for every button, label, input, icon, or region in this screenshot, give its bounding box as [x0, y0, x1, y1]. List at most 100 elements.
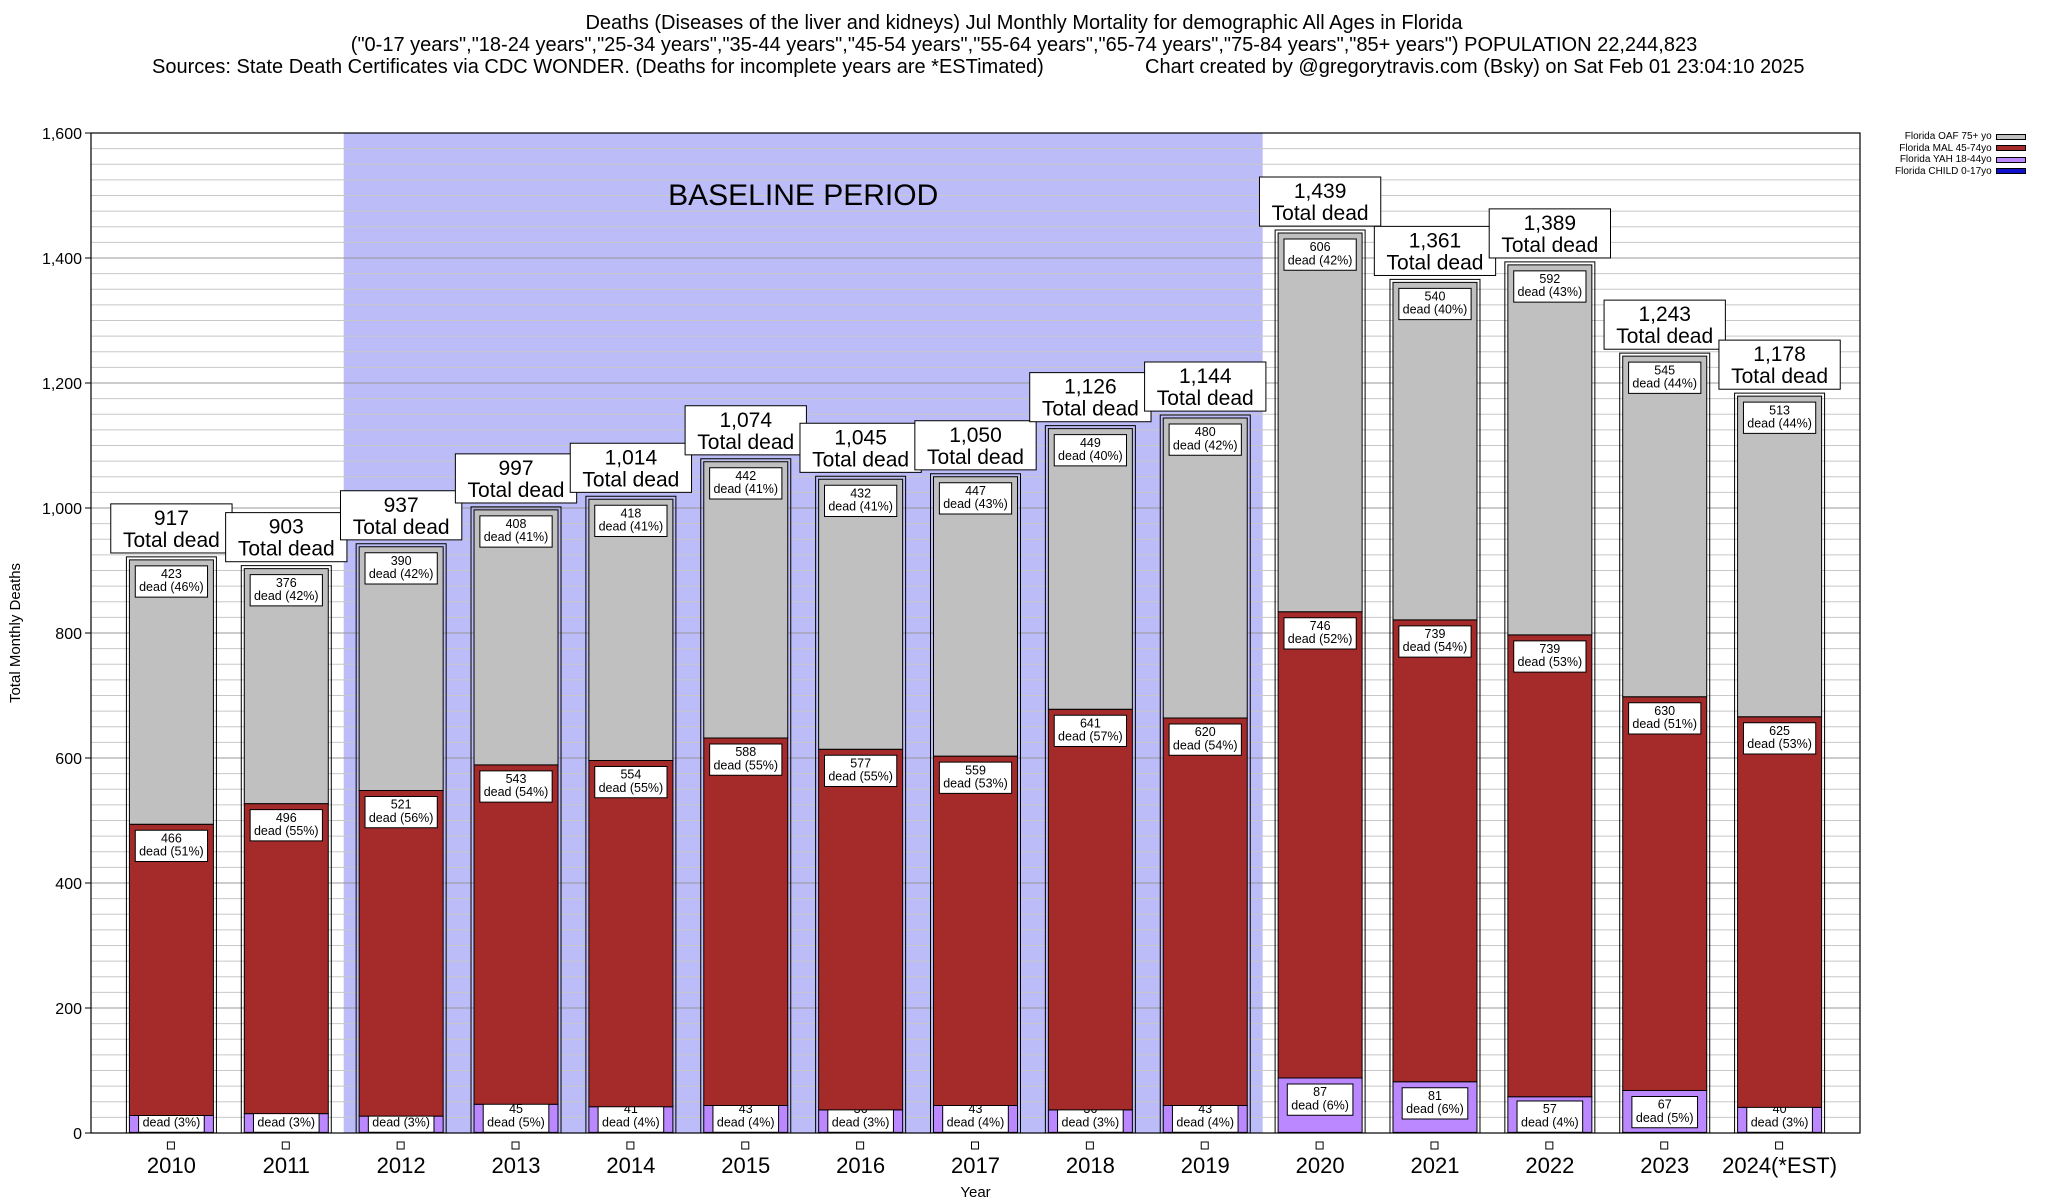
total-data-label-box: [1718, 339, 1841, 390]
segment-data-label-box: [938, 761, 1013, 794]
legend-item: Florida YAH 18-44yo: [1895, 154, 2026, 166]
segment-data-label-box: [249, 574, 323, 607]
segment-data-label-box: [709, 467, 783, 500]
legend-swatch: [1995, 168, 2026, 175]
segment-data-label-box: [594, 504, 668, 537]
segment-data-label-line: dead (53%): [1747, 737, 1812, 751]
chart-title-block: Deaths (Diseases of the liver and kidney…: [0, 12, 2048, 78]
x-marker: [166, 1141, 175, 1150]
segment-data-label-line: 496: [276, 811, 297, 825]
total-data-label-line: 1,045: [834, 426, 887, 449]
x-tick-label: 2019: [1181, 1153, 1230, 1178]
segment-data-label-line: dead (54%): [1173, 738, 1238, 752]
segment-data-label-line: dead (55%): [713, 758, 778, 772]
total-data-label-line: 1,389: [1524, 212, 1577, 235]
y-tick-label: 1,400: [42, 251, 82, 268]
bar-segment-florida-oaf-75-yo: [933, 476, 1018, 757]
segment-data-label-line: 559: [965, 763, 986, 777]
total-data-label-box: [1488, 208, 1612, 259]
bar-segment-florida-mal-45-74yo: [1047, 708, 1133, 1111]
segment-data-label-box: [1513, 640, 1587, 673]
segment-data-label-line: 554: [620, 768, 641, 782]
segment-data-label-line: dead (42%): [1288, 253, 1353, 267]
segment-data-label-box: [1628, 702, 1702, 735]
segment-data-label-line: 418: [620, 506, 641, 520]
total-data-label-line: Total dead: [123, 529, 220, 552]
bar-outline: [1734, 392, 1826, 1134]
bar-outline: [1044, 425, 1136, 1134]
total-data-label-line: 1,074: [719, 409, 772, 432]
segment-data-label-line: 466: [161, 831, 182, 845]
segment-data-label-line: dead (40%): [1403, 303, 1468, 317]
total-data-label-line: Total dead: [238, 538, 335, 561]
legend-item: Florida OAF 75+ yo: [1895, 131, 2026, 143]
bar-segment-florida-mal-45-74yo: [1622, 696, 1708, 1091]
segment-data-label-line: 577: [850, 756, 871, 770]
total-data-label-box: [684, 405, 807, 456]
x-marker: [1775, 1141, 1784, 1150]
segment-data-label-line: dead (41%): [828, 500, 893, 514]
bar-segment-florida-oaf-75-yo: [588, 498, 674, 761]
total-data-label-line: Total dead: [927, 446, 1024, 469]
segment-data-label-box: [479, 770, 553, 803]
total-data-label-line: 1,050: [949, 424, 1002, 447]
x-marker: [1660, 1141, 1669, 1150]
total-data-label-box: [1603, 299, 1726, 350]
segment-data-label-box: [709, 743, 783, 776]
y-tick-label: 1,200: [42, 376, 82, 393]
segment-data-label-line: dead (40%): [1058, 449, 1123, 463]
x-tick-label: 2012: [377, 1153, 426, 1178]
segment-data-label-line: dead (52%): [1288, 632, 1353, 646]
bar-segment-florida-mal-45-74yo: [1162, 717, 1248, 1106]
segment-data-label-line: dead (44%): [1747, 416, 1812, 430]
x-tick-label: 2014: [606, 1153, 655, 1178]
x-marker: [1315, 1141, 1324, 1150]
x-tick-label: 2024(*EST): [1722, 1153, 1837, 1178]
total-data-label-line: Total dead: [1616, 325, 1713, 348]
segment-data-label-line: 423: [161, 567, 182, 581]
total-data-label-line: Total dead: [1731, 365, 1828, 388]
segment-data-label-line: 739: [1539, 642, 1560, 656]
bar-segment-florida-mal-45-74yo: [1737, 716, 1823, 1108]
bar-segment-florida-mal-45-74yo: [933, 755, 1018, 1106]
x-tick-label: 2015: [721, 1153, 770, 1178]
segment-data-label-line: dead (42%): [369, 567, 434, 581]
x-tick-label: 2011: [263, 1153, 310, 1178]
total-data-label-box: [225, 512, 348, 563]
segment-data-label-line: 543: [506, 772, 527, 786]
bar-segment-florida-oaf-75-yo: [1047, 428, 1133, 710]
segment-data-label-line: 588: [735, 745, 756, 759]
segment-data-label-line: dead (55%): [599, 781, 664, 795]
total-data-label-line: 937: [384, 494, 419, 517]
legend-swatch: [1995, 145, 2026, 152]
total-data-label-line: Total dead: [1157, 387, 1254, 410]
segment-data-label-line: 641: [1080, 716, 1101, 730]
chart-subtitle-age-groups: ("0-17 years","18-24 years","25-34 years…: [350, 34, 1698, 56]
bar-segment-florida-oaf-75-yo: [1622, 355, 1708, 698]
bar-segment-florida-oaf-75-yo: [703, 461, 789, 739]
segment-data-label-line: 81: [1428, 1089, 1442, 1103]
segment-data-label-line: 87: [1313, 1085, 1327, 1099]
bar-outline: [1159, 414, 1251, 1134]
segment-data-label-line: 746: [1310, 619, 1331, 633]
segment-data-label-line: dead (46%): [139, 580, 204, 594]
bar-outline: [1274, 229, 1366, 1134]
total-data-label-line: 1,178: [1753, 343, 1806, 366]
